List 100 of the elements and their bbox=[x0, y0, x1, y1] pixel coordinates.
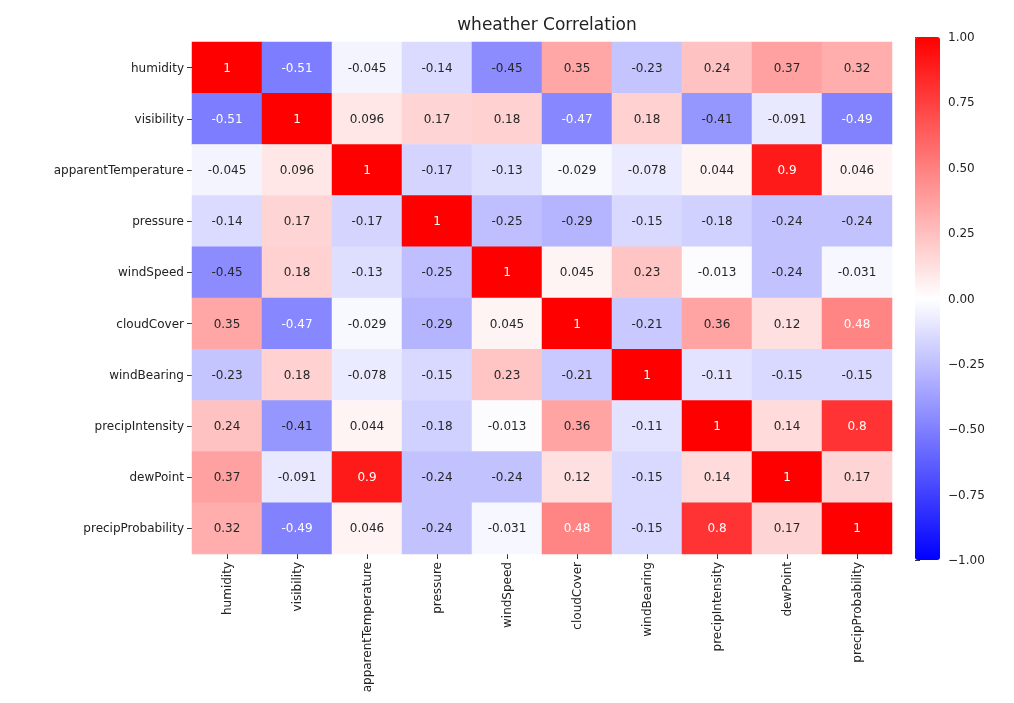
y-tick-label: pressure bbox=[132, 214, 184, 229]
data-label: 0.046 bbox=[349, 521, 385, 536]
data-label: -0.15 bbox=[631, 214, 663, 229]
data-label: 0.17 bbox=[843, 470, 871, 485]
data-label: -0.24 bbox=[771, 214, 803, 229]
data-label: -0.17 bbox=[421, 163, 453, 177]
data-label: 1 bbox=[573, 316, 581, 331]
data-label: -0.24 bbox=[421, 521, 453, 536]
data-label: -0.078 bbox=[347, 367, 387, 382]
data-label: -0.17 bbox=[351, 214, 383, 229]
data-label: -0.24 bbox=[841, 214, 873, 229]
data-label: 0.12 bbox=[563, 470, 591, 485]
y-tick-label: precipIntensity bbox=[94, 419, 184, 433]
data-label: -0.045 bbox=[347, 60, 387, 75]
data-label: 0.17 bbox=[773, 521, 801, 536]
data-label: 0.044 bbox=[349, 419, 385, 433]
data-label: -0.23 bbox=[211, 367, 243, 382]
data-label: 0.24 bbox=[213, 419, 241, 433]
color-bar-label: −0.50 bbox=[948, 422, 985, 437]
x-tick-label: visibility bbox=[290, 562, 304, 612]
data-label: 0.9 bbox=[777, 163, 797, 177]
data-label: -0.11 bbox=[701, 367, 733, 382]
data-label: 0.24 bbox=[703, 60, 731, 75]
chart-title: wheather Correlation bbox=[457, 13, 637, 34]
data-label: -0.013 bbox=[487, 419, 527, 433]
color-bar-label: 0.75 bbox=[948, 95, 975, 110]
y-tick-label: precipProbability bbox=[83, 521, 184, 536]
data-label: 0.044 bbox=[699, 163, 735, 177]
data-label: 0.36 bbox=[703, 316, 731, 331]
data-label: -0.49 bbox=[841, 111, 873, 126]
data-label: 1 bbox=[783, 470, 791, 485]
data-label: -0.15 bbox=[631, 521, 663, 536]
y-tick-label: windBearing bbox=[109, 367, 184, 382]
data-label: -0.41 bbox=[281, 419, 313, 433]
x-tick-label: precipProbability bbox=[850, 562, 864, 663]
data-label: -0.11 bbox=[631, 419, 663, 433]
x-tick-label: precipIntensity bbox=[710, 562, 724, 652]
data-label: 0.17 bbox=[423, 111, 451, 126]
data-label: -0.45 bbox=[211, 265, 243, 280]
x-tick-label: pressure bbox=[430, 562, 444, 614]
data-label: -0.29 bbox=[421, 316, 453, 331]
data-label: -0.15 bbox=[631, 470, 663, 485]
y-tick-label: dewPoint bbox=[129, 470, 185, 485]
data-label: -0.25 bbox=[421, 265, 453, 280]
data-label: 0.48 bbox=[563, 521, 591, 536]
data-label: 0.14 bbox=[703, 470, 731, 485]
data-label: -0.25 bbox=[491, 214, 523, 229]
data-label: 0.35 bbox=[563, 60, 591, 75]
data-label: -0.23 bbox=[631, 60, 663, 75]
data-label: 0.23 bbox=[493, 367, 521, 382]
data-label: -0.45 bbox=[491, 60, 523, 75]
data-label: 0.096 bbox=[349, 111, 385, 126]
data-label: -0.091 bbox=[767, 111, 807, 126]
color-bar-label: 0.50 bbox=[948, 160, 975, 175]
color-bar-label: −0.75 bbox=[948, 487, 985, 502]
data-label: 0.35 bbox=[213, 316, 241, 331]
data-label: 0.36 bbox=[563, 419, 591, 433]
x-tick-label: windSpeed bbox=[500, 562, 514, 628]
data-label: -0.24 bbox=[421, 470, 453, 485]
data-label: 0.32 bbox=[213, 521, 241, 536]
data-label: -0.18 bbox=[701, 214, 733, 229]
color-bar-label: −1.00 bbox=[948, 553, 985, 567]
data-label: -0.14 bbox=[211, 214, 243, 229]
data-label: -0.013 bbox=[697, 265, 737, 280]
data-label: 0.14 bbox=[773, 419, 801, 433]
data-label: 1 bbox=[503, 265, 511, 280]
data-label: -0.029 bbox=[557, 163, 597, 177]
data-label: 1 bbox=[853, 521, 861, 536]
y-tick-label: humidity bbox=[131, 60, 184, 75]
y-tick-label: visibility bbox=[134, 111, 184, 126]
data-label: -0.029 bbox=[347, 316, 387, 331]
data-label: 0.37 bbox=[773, 60, 801, 75]
data-label: -0.49 bbox=[281, 521, 313, 536]
data-label: -0.21 bbox=[561, 367, 593, 382]
data-label: 0.18 bbox=[283, 367, 311, 382]
color-bar-label: 1.00 bbox=[948, 30, 975, 44]
data-label: 0.18 bbox=[493, 111, 521, 126]
color-bar-label: 0.00 bbox=[948, 291, 975, 306]
data-label: -0.078 bbox=[627, 163, 667, 177]
data-label: -0.15 bbox=[771, 367, 803, 382]
data-label: 0.48 bbox=[843, 316, 871, 331]
data-label: -0.045 bbox=[207, 163, 247, 177]
data-label: -0.24 bbox=[491, 470, 523, 485]
x-tick-label: humidity bbox=[220, 562, 234, 615]
color-bar-label: −0.25 bbox=[948, 356, 985, 371]
data-label: -0.47 bbox=[281, 316, 313, 331]
data-label: -0.18 bbox=[421, 419, 453, 433]
data-label: -0.51 bbox=[211, 111, 243, 126]
color-bar-label: 0.25 bbox=[948, 226, 975, 241]
x-tick-label: windBearing bbox=[640, 562, 654, 637]
data-label: 0.23 bbox=[633, 265, 661, 280]
data-label: 0.9 bbox=[357, 470, 377, 485]
data-label: -0.15 bbox=[841, 367, 873, 382]
data-label: 1 bbox=[363, 163, 371, 177]
data-label: 0.18 bbox=[633, 111, 661, 126]
x-tick-label: dewPoint bbox=[780, 561, 794, 617]
data-label: 0.045 bbox=[559, 265, 595, 280]
y-tick-label: cloudCover bbox=[116, 316, 185, 331]
data-label: -0.41 bbox=[701, 111, 733, 126]
data-label: -0.21 bbox=[631, 316, 663, 331]
